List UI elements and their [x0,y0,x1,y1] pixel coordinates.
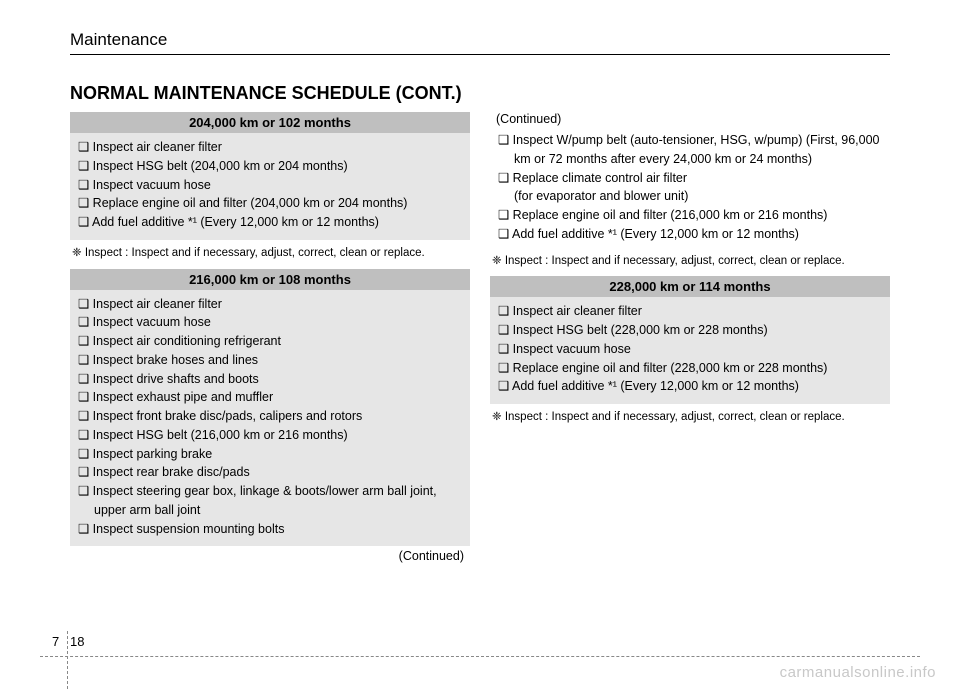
schedule-item: ❑ Inspect HSG belt (204,000 km or 204 mo… [78,157,462,176]
schedule-item: ❑ Inspect steering gear box, linkage & b… [78,482,462,520]
schedule-item: ❑ Inspect air conditioning refrigerant [78,332,462,351]
chapter-number: 7 [52,634,59,649]
schedule-item: ❑ Inspect front brake disc/pads, caliper… [78,407,462,426]
inspect-note: ❈ Inspect : Inspect and if necessary, ad… [70,240,470,269]
schedule-subline: (for evaporator and blower unit) [498,187,882,206]
inspect-note: ❈ Inspect : Inspect and if necessary, ad… [490,404,890,433]
watermark: carmanualsonline.info [780,664,936,681]
page-title: NORMAL MAINTENANCE SCHEDULE (CONT.) [70,83,890,104]
schedule-item: ❑ Replace engine oil and filter (204,000… [78,194,462,213]
right-column: (Continued) ❑ Inspect W/pump belt (auto-… [490,112,890,569]
schedule-header-216k: 216,000 km or 108 months [70,269,470,290]
schedule-item: ❑ Inspect air cleaner filter [498,302,882,321]
page-number: 18 [70,634,84,649]
schedule-item: ❑ Replace climate control air filter [498,169,882,188]
continued-body: ❑ Inspect W/pump belt (auto-tensioner, H… [490,131,890,248]
schedule-item: ❑ Inspect HSG belt (228,000 km or 228 mo… [498,321,882,340]
schedule-item: ❑ Inspect drive shafts and boots [78,370,462,389]
schedule-item: ❑ Inspect brake hoses and lines [78,351,462,370]
section-label: Maintenance [70,30,167,49]
continued-top: (Continued) [490,112,890,131]
page-footer-rule [40,656,920,657]
schedule-item: ❑ Inspect W/pump belt (auto-tensioner, H… [498,131,882,169]
schedule-item: ❑ Add fuel additive *¹ (Every 12,000 km … [498,225,882,244]
schedule-item: ❑ Inspect HSG belt (216,000 km or 216 mo… [78,426,462,445]
schedule-item: ❑ Inspect air cleaner filter [78,138,462,157]
page-footer-vdash [67,631,68,689]
schedule-item: ❑ Replace engine oil and filter (216,000… [498,206,882,225]
schedule-item: ❑ Inspect vacuum hose [78,176,462,195]
continued-bottom: (Continued) [70,546,470,569]
schedule-item: ❑ Replace engine oil and filter (228,000… [498,359,882,378]
left-column: 204,000 km or 102 months ❑ Inspect air c… [70,112,470,569]
schedule-item: ❑ Inspect vacuum hose [78,313,462,332]
section-header: Maintenance [70,30,890,55]
schedule-item: ❑ Inspect parking brake [78,445,462,464]
schedule-item: ❑ Inspect exhaust pipe and muffler [78,388,462,407]
schedule-body-228k: ❑ Inspect air cleaner filter ❑ Inspect H… [490,297,890,404]
schedule-header-228k: 228,000 km or 114 months [490,276,890,297]
schedule-item: ❑ Inspect rear brake disc/pads [78,463,462,482]
content-columns: 204,000 km or 102 months ❑ Inspect air c… [70,112,890,569]
schedule-item: ❑ Inspect vacuum hose [498,340,882,359]
schedule-body-204k: ❑ Inspect air cleaner filter ❑ Inspect H… [70,133,470,240]
schedule-item: ❑ Inspect air cleaner filter [78,295,462,314]
schedule-item: ❑ Add fuel additive *¹ (Every 12,000 km … [498,377,882,396]
schedule-item: ❑ Add fuel additive *¹ (Every 12,000 km … [78,213,462,232]
schedule-body-216k: ❑ Inspect air cleaner filter ❑ Inspect v… [70,290,470,547]
inspect-note: ❈ Inspect : Inspect and if necessary, ad… [490,248,890,277]
schedule-item: ❑ Inspect suspension mounting bolts [78,520,462,539]
schedule-header-204k: 204,000 km or 102 months [70,112,470,133]
